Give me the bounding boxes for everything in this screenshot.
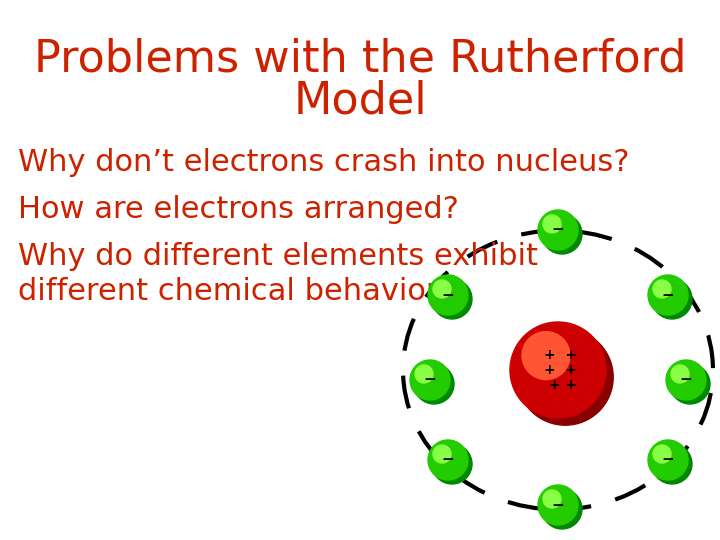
Circle shape xyxy=(428,275,468,315)
Circle shape xyxy=(543,490,561,508)
Circle shape xyxy=(653,445,671,463)
Text: −: − xyxy=(662,287,675,302)
Text: Problems with the Rutherford: Problems with the Rutherford xyxy=(34,38,686,81)
Text: −: − xyxy=(552,497,564,512)
Circle shape xyxy=(538,485,578,525)
Circle shape xyxy=(542,214,582,254)
Circle shape xyxy=(510,322,606,418)
Text: Model: Model xyxy=(293,80,427,123)
Circle shape xyxy=(671,365,689,383)
Circle shape xyxy=(666,360,706,400)
Text: −: − xyxy=(552,222,564,238)
Circle shape xyxy=(538,210,578,250)
Text: +  +
+  +
 + +: + + + + + + xyxy=(544,348,577,392)
Circle shape xyxy=(415,365,433,383)
Circle shape xyxy=(433,280,451,298)
Circle shape xyxy=(410,360,450,400)
Circle shape xyxy=(648,440,688,480)
Circle shape xyxy=(432,444,472,484)
Circle shape xyxy=(433,445,451,463)
Circle shape xyxy=(652,279,692,319)
Circle shape xyxy=(428,440,468,480)
Text: −: − xyxy=(441,453,454,468)
Text: −: − xyxy=(680,373,693,388)
Circle shape xyxy=(517,329,613,425)
Circle shape xyxy=(648,275,688,315)
Text: Why don’t electrons crash into nucleus?: Why don’t electrons crash into nucleus? xyxy=(18,148,629,177)
Text: −: − xyxy=(662,453,675,468)
Circle shape xyxy=(432,279,472,319)
Circle shape xyxy=(522,332,570,380)
Circle shape xyxy=(670,364,710,404)
Text: −: − xyxy=(423,373,436,388)
Circle shape xyxy=(652,444,692,484)
Circle shape xyxy=(653,280,671,298)
Circle shape xyxy=(414,364,454,404)
Text: −: − xyxy=(441,287,454,302)
Text: Why do different elements exhibit
different chemical behavior?: Why do different elements exhibit differ… xyxy=(18,242,538,306)
Circle shape xyxy=(543,215,561,233)
Text: How are electrons arranged?: How are electrons arranged? xyxy=(18,195,459,224)
Circle shape xyxy=(542,489,582,529)
